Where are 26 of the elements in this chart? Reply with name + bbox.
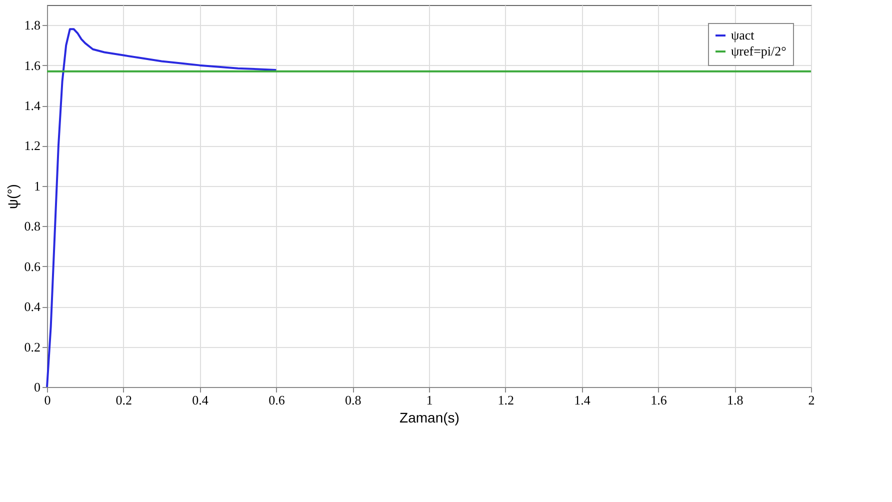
x-tick-label: 1.6	[650, 392, 668, 408]
y-tick-label: 1	[34, 178, 40, 194]
y-axis-title: ψ(°)	[4, 184, 20, 209]
x-tick-label: 0.8	[344, 392, 362, 408]
y-tick-label: 1.4	[24, 98, 41, 114]
x-axis-title: Zaman(s)	[400, 410, 460, 426]
y-tick-label: 0.2	[24, 339, 40, 354]
x-tick-label: 1.4	[574, 392, 591, 408]
x-tick-label: 1.2	[498, 392, 514, 408]
legend-label: ψref=pi/2°	[731, 44, 786, 58]
legend-label: ψact	[731, 28, 755, 42]
x-tick-label: 1.8	[726, 392, 744, 408]
y-tick-label: 1.6	[24, 58, 41, 73]
x-tick-label: 0.6	[268, 392, 286, 408]
x-tick-label: 0.4	[192, 392, 209, 408]
x-tick-label: 1	[426, 392, 433, 408]
y-tick-label: 0	[34, 380, 40, 394]
y-tick-label: 0.8	[24, 218, 40, 234]
x-tick-label: 0	[44, 392, 51, 408]
y-tick-label: 1.8	[24, 18, 40, 33]
y-tick-label: 0.4	[24, 299, 41, 314]
y-tick-label: 0.6	[24, 258, 41, 274]
line-series	[46, 28, 278, 388]
x-tick-label: 0.2	[116, 392, 132, 408]
x-tick-label: 2	[808, 392, 815, 408]
y-tick-label: 1.2	[24, 138, 40, 154]
